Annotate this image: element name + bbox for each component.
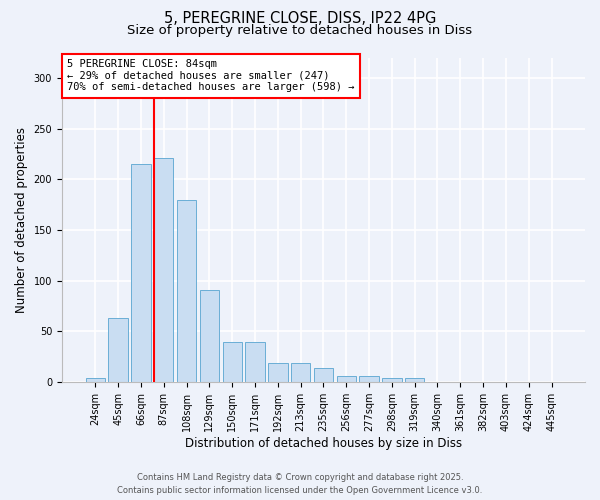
Bar bbox=[154, 158, 173, 382]
Bar bbox=[109, 318, 128, 382]
Text: Contains HM Land Registry data © Crown copyright and database right 2025.
Contai: Contains HM Land Registry data © Crown c… bbox=[118, 474, 482, 495]
Bar bbox=[131, 164, 151, 382]
Bar bbox=[291, 363, 310, 382]
Bar bbox=[223, 342, 242, 382]
Bar bbox=[177, 200, 196, 382]
Bar bbox=[200, 290, 219, 382]
Text: 5 PEREGRINE CLOSE: 84sqm
← 29% of detached houses are smaller (247)
70% of semi-: 5 PEREGRINE CLOSE: 84sqm ← 29% of detach… bbox=[67, 59, 355, 92]
Bar bbox=[268, 363, 287, 382]
Bar bbox=[86, 378, 105, 382]
Y-axis label: Number of detached properties: Number of detached properties bbox=[15, 127, 28, 313]
Bar bbox=[405, 378, 424, 382]
Text: 5, PEREGRINE CLOSE, DISS, IP22 4PG: 5, PEREGRINE CLOSE, DISS, IP22 4PG bbox=[164, 11, 436, 26]
Bar bbox=[245, 342, 265, 382]
Bar bbox=[337, 376, 356, 382]
Bar bbox=[382, 378, 401, 382]
Text: Size of property relative to detached houses in Diss: Size of property relative to detached ho… bbox=[127, 24, 473, 37]
X-axis label: Distribution of detached houses by size in Diss: Distribution of detached houses by size … bbox=[185, 437, 462, 450]
Bar bbox=[314, 368, 333, 382]
Bar bbox=[359, 376, 379, 382]
